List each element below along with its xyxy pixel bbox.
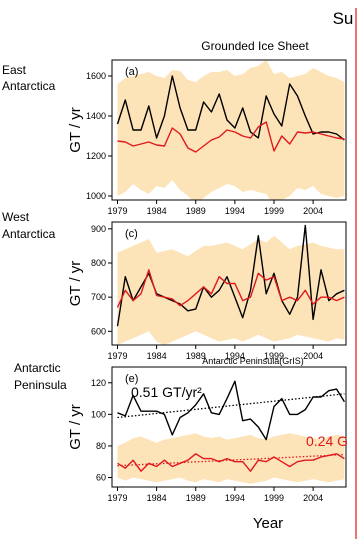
x-tick-label: 1999 [264, 493, 284, 503]
axes-frame [111, 59, 347, 201]
region-label-line1: West [2, 210, 30, 224]
y-tick-label: 1200 [86, 151, 106, 161]
region-label-line1: Antarctic [14, 361, 61, 375]
uncertainty-band [117, 433, 345, 484]
panel-1: 1000 1200 1400 1600 1979 1984 1989 1994 1999 2004… [2, 59, 347, 216]
x-tick-label: 1999 [264, 351, 284, 361]
y-tick-label: 900 [91, 224, 106, 234]
axes-frame [111, 221, 347, 346]
y-tick-label: 1000 [86, 191, 106, 201]
x-tick-label: 1999 [264, 206, 284, 216]
y-tick-label: 600 [91, 326, 106, 336]
series-line-black [116, 75, 345, 141]
trend-annotation-black: 0.51 GT/yr² [131, 384, 202, 400]
panel-3: 60 80 100 120 1979 1984 1989 1994 1999 2004 (e) Ant… [14, 356, 348, 503]
plot-area [117, 380, 345, 484]
x-tick-label: 1984 [147, 206, 167, 216]
series-line-black [117, 380, 345, 441]
axes-frame [111, 366, 347, 488]
x-tick-label: 1994 [225, 206, 245, 216]
x-tick-label: 1984 [147, 493, 167, 503]
figure-header-fragment: Su [333, 9, 354, 28]
y-tick-label: 80 [96, 441, 106, 451]
x-tick-label: 1984 [147, 351, 167, 361]
x-tick-label: 2004 [303, 206, 323, 216]
y-tick-label: 100 [91, 409, 106, 419]
y-tick-label: 120 [91, 378, 106, 388]
x-tick-label: 1989 [186, 351, 206, 361]
series-line-red [116, 269, 345, 308]
panel-label: (a) [125, 66, 138, 78]
x-tick-label: 2004 [303, 351, 323, 361]
trend-line-1 [117, 393, 345, 419]
y-tick-label: 1400 [86, 111, 106, 121]
y-tick-label: 700 [91, 292, 106, 302]
x-tick-label: 1989 [186, 206, 206, 216]
x-tick-label: 1979 [107, 351, 127, 361]
column-title: Grounded Ice Sheet [201, 39, 309, 53]
trend-line-2 [117, 453, 345, 467]
series-line-red [117, 453, 345, 472]
uncertainty-band [117, 235, 345, 345]
plot-area [116, 224, 345, 345]
panel-label: (e) [125, 373, 138, 385]
x-tick-label: 1994 [225, 493, 245, 503]
trend-annotation-red: 0.24 G [306, 433, 348, 449]
region-label-line1: East [2, 63, 27, 77]
plot-area [116, 60, 345, 200]
region-label-line2: Antarctica [2, 79, 56, 93]
series-line-red [117, 121, 345, 153]
x-tick-label: 1989 [186, 493, 206, 503]
x-tick-label: 1979 [107, 493, 127, 503]
y-tick-label: 800 [91, 258, 106, 268]
y-axis-label: GT / yr [67, 107, 84, 153]
x-tick-label: 1994 [225, 351, 245, 361]
x-tick-label: 1979 [107, 206, 127, 216]
x-tick-label: 2004 [303, 493, 323, 503]
x-axis-label: Year [253, 515, 283, 532]
region-label-line2: Antarctica [2, 227, 56, 241]
y-axis-label: GT / yr [67, 404, 84, 450]
region-label-line2: Peninsula [14, 378, 67, 392]
y-tick-label: 1600 [86, 71, 106, 81]
y-axis-label: GT / yr [67, 261, 84, 307]
panel-2: 600 700 800 900 1979 1984 1989 1994 1999 2004 (c) W… [2, 210, 347, 361]
panel-title: Antarctic Peninsula(GrIS) [202, 356, 304, 366]
panel-label: (c) [125, 228, 138, 240]
y-tick-label: 60 [96, 473, 106, 483]
